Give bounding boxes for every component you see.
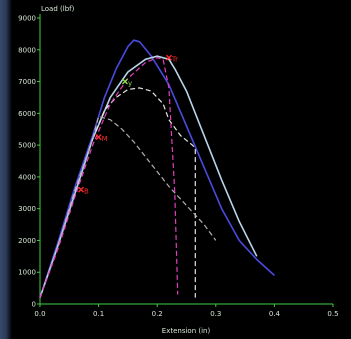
series-layer (40, 40, 274, 297)
y-tick-label: 5000 (18, 142, 36, 150)
marker-B-cross (79, 187, 84, 192)
x-axis-title: Extension (in) (162, 327, 211, 335)
marker-Tr-label: Tr (171, 56, 178, 64)
y-tick-label: 9000 (18, 15, 36, 23)
marker-B-label: B (84, 188, 89, 196)
marker-M-cross (96, 135, 101, 140)
y-tick-label: 0 (32, 301, 36, 309)
y-tick-label: 2000 (18, 237, 36, 245)
x-tick-label: 0.2 (152, 310, 163, 318)
x-tick-label: 0.3 (210, 310, 221, 318)
marker-y-label: y (128, 80, 132, 88)
marker-y-cross (122, 79, 127, 84)
axes: 0 1000 2000 3000 4000 5000 6000 7000 8000 9000 0.0… (18, 14, 338, 318)
series-line-3 (40, 88, 195, 298)
x-tick-label: 0.0 (34, 310, 45, 318)
y-tick-label: 8000 (18, 46, 36, 54)
y-tick-label: 7000 (18, 78, 36, 86)
x-tick-label: 0.5 (327, 310, 338, 318)
marker-M-label: M (102, 135, 108, 143)
series-line-1 (40, 40, 274, 297)
x-tick-label: 0.1 (93, 310, 104, 318)
series-line-4 (40, 117, 216, 298)
y-axis-title: Load (lbf) (41, 5, 75, 13)
y-tick-label: 6000 (18, 110, 36, 118)
series-line-2 (40, 56, 257, 298)
x-tick-label: 0.4 (269, 310, 281, 318)
y-tick-label: 1000 (18, 269, 36, 277)
y-tick-label: 4000 (18, 173, 36, 181)
series-line-5 (40, 58, 178, 298)
y-tick-label: 3000 (18, 205, 36, 213)
